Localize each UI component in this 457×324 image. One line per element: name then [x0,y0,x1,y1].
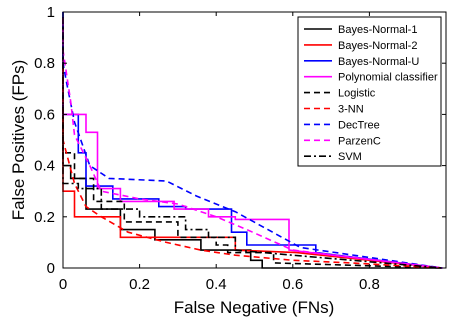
series-line-polynomial-classifier [62,17,443,269]
legend-label: Logistic [338,88,376,100]
legend-label: Bayes-Normal-2 [338,40,417,52]
y-axis-label: False Positives (FPs) [9,60,28,221]
x-tick-label: 0.2 [129,276,150,293]
legend-box [297,16,442,167]
legend-label: DecTree [338,119,380,131]
series-line-bayes-normal-u [62,101,443,269]
y-tick-label: 0 [47,260,55,277]
y-tick-label: 0.8 [34,55,55,72]
y-tick-label: 0.6 [34,106,55,123]
legend-label: ParzenC [338,135,381,147]
series-line-dectree [62,12,443,269]
series-line-3-nn [62,68,443,269]
legend-label: 3-NN [338,104,364,116]
plot-area-border [62,11,447,269]
x-tick-label: 0.4 [206,276,227,293]
x-tick-label: 0.6 [282,276,303,293]
legend: Bayes-Normal-1 Bayes-Normal-2 Bayes-Normal… [297,16,442,167]
series-line-parzenc [62,19,443,269]
series-line-logistic [62,24,443,269]
x-tick-label: 0.8 [359,276,380,293]
legend-label: Bayes-Normal-1 [338,24,417,36]
x-axis-label: False Negative (FNs) [174,298,335,317]
legend-label: Bayes-Normal-U [338,56,419,68]
y-tick-label: 0.4 [34,158,55,175]
legend-label: SVM [338,151,362,163]
y-tick-label: 0.2 [34,209,55,226]
curves-layer [62,12,443,269]
x-axis-ticks: 0 0.2 0.4 0.6 0.8 [59,12,380,293]
y-axis-ticks: 0 0.2 0.4 0.6 0.8 1 [34,4,446,277]
x-tick-label: 0 [59,276,67,293]
series-line-bayes-normal-1 [62,12,443,269]
series-line-svm [62,17,443,269]
legend-label: Polynomial classifier [338,72,438,84]
y-tick-label: 1 [47,4,55,21]
